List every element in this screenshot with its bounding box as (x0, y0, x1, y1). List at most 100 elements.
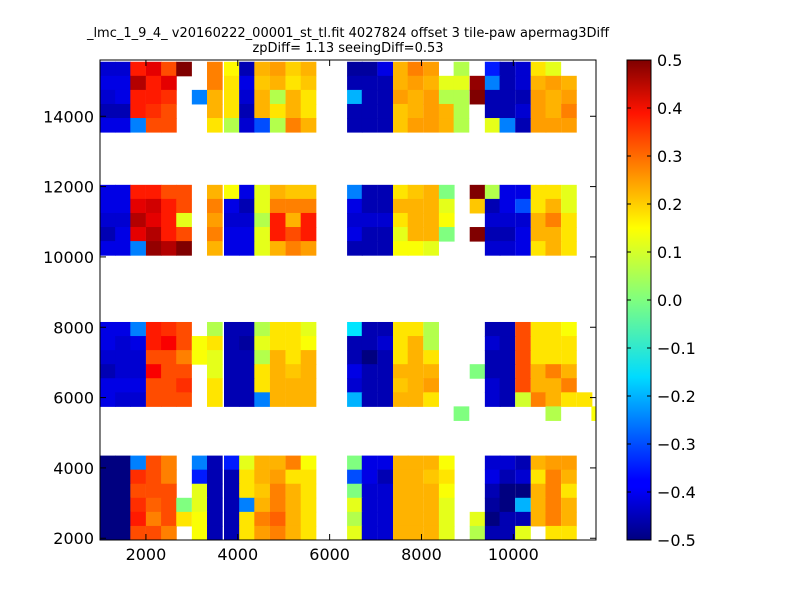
heatmap-cell (407, 350, 424, 365)
heatmap-cell (239, 241, 255, 256)
heatmap-cell (224, 497, 240, 513)
heatmap-cell (145, 118, 162, 133)
heatmap-cell (191, 497, 208, 513)
heatmap-cell (100, 364, 116, 379)
heatmap-cell (176, 511, 192, 527)
heatmap-cell (576, 392, 593, 407)
heatmap-cell (161, 483, 177, 499)
heatmap-cell (207, 364, 223, 379)
heatmap-cell (393, 469, 409, 485)
heatmap-cell (254, 61, 270, 77)
heatmap-cell (530, 212, 547, 228)
heatmap-cell (347, 455, 363, 471)
heatmap-cell (161, 525, 177, 540)
heatmap-cell (300, 321, 317, 337)
heatmap-cell (161, 118, 177, 133)
heatmap-cell (423, 241, 439, 256)
heatmap-cell (145, 511, 162, 527)
heatmap-cell (347, 378, 363, 393)
heatmap-cell (484, 184, 501, 200)
heatmap-cell (100, 350, 116, 365)
heatmap-cell (347, 497, 363, 513)
heatmap-cell (530, 89, 547, 105)
heatmap-cell (100, 392, 116, 407)
heatmap-cell (499, 184, 516, 200)
heatmap-cell (285, 525, 302, 540)
x-tick-label: 2000 (126, 545, 167, 564)
heatmap-cell (561, 212, 577, 228)
heatmap-cell (347, 241, 363, 256)
chart-subtitle: zpDiff= 1.13 seeingDiff=0.53 (252, 41, 443, 56)
heatmap-cell (176, 497, 192, 513)
heatmap-cell (515, 336, 531, 351)
heatmap-cell (207, 89, 223, 105)
heatmap-cell (423, 350, 439, 365)
heatmap-cell (285, 89, 302, 105)
heatmap-cell (453, 75, 470, 91)
heatmap-cell (161, 497, 177, 513)
heatmap-cell (499, 336, 516, 351)
heatmap-cell (115, 89, 131, 105)
heatmap-cell (377, 364, 394, 379)
heatmap-cell (499, 392, 516, 407)
heatmap-cell (423, 118, 439, 133)
heatmap-cell (224, 75, 240, 91)
heatmap-cell (239, 61, 255, 77)
heatmap-cell (438, 75, 455, 91)
heatmap-cell (545, 89, 562, 105)
heatmap-cell (285, 497, 302, 513)
heatmap-cell (176, 336, 192, 351)
chart-title: _lmc_1_9_4_ v20160222_00001_st_tl.fit 40… (86, 26, 610, 41)
heatmap-cell (407, 455, 424, 471)
x-axis: 2000 4000 6000 8000 10000 (126, 60, 539, 564)
heatmap-cell (176, 212, 192, 228)
heatmap-cell (224, 455, 240, 471)
heatmap-cell (515, 321, 531, 337)
heatmap-cell (115, 336, 131, 351)
y-axis: 2000 4000 6000 8000 10000 12000 14000 (43, 107, 596, 548)
heatmap-cell (145, 525, 162, 540)
heatmap-cell (115, 198, 131, 214)
heatmap-cell (130, 184, 146, 200)
heatmap-cell (285, 198, 302, 214)
heatmap-cell (115, 75, 131, 91)
heatmap-cell (545, 227, 562, 242)
heatmap-cell (100, 227, 116, 242)
heatmap-cell (545, 321, 562, 337)
heatmap-cell (130, 336, 146, 351)
heatmap-cell (423, 336, 439, 351)
heatmap-cell (207, 118, 223, 133)
heatmap-cell (393, 61, 409, 77)
heatmap-cell (545, 336, 562, 351)
heatmap-cell (191, 525, 208, 540)
heatmap-cell (130, 75, 146, 91)
heatmap-cell (269, 184, 286, 200)
colorbar-tick-label: 0.5 (657, 51, 682, 70)
heatmap-cell (224, 392, 240, 407)
heatmap-cell (269, 118, 286, 133)
heatmap-cell (254, 321, 270, 337)
heatmap-cell (285, 336, 302, 351)
heatmap-cell (561, 89, 577, 105)
heatmap-cell (591, 406, 596, 421)
heatmap-cell (377, 483, 394, 499)
heatmap-cell (423, 525, 439, 540)
heatmap-cell (239, 378, 255, 393)
heatmap-cell (161, 455, 177, 471)
heatmap-cell (393, 321, 409, 337)
heatmap-cell (254, 469, 270, 485)
heatmap-cell (176, 184, 192, 200)
heatmap-cell (438, 511, 455, 527)
heatmap-cell (161, 364, 177, 379)
heatmap-cell (484, 469, 501, 485)
heatmap-cell (499, 118, 516, 133)
heatmap-cell (300, 364, 317, 379)
heatmap-cell (530, 469, 547, 485)
heatmap-cell (176, 378, 192, 393)
heatmap-cell (377, 336, 394, 351)
heatmap-cell (269, 497, 286, 513)
heatmap-cell (285, 469, 302, 485)
heatmap-cell (393, 198, 409, 214)
heatmap-cell (377, 103, 394, 119)
heatmap-cell (239, 483, 255, 499)
